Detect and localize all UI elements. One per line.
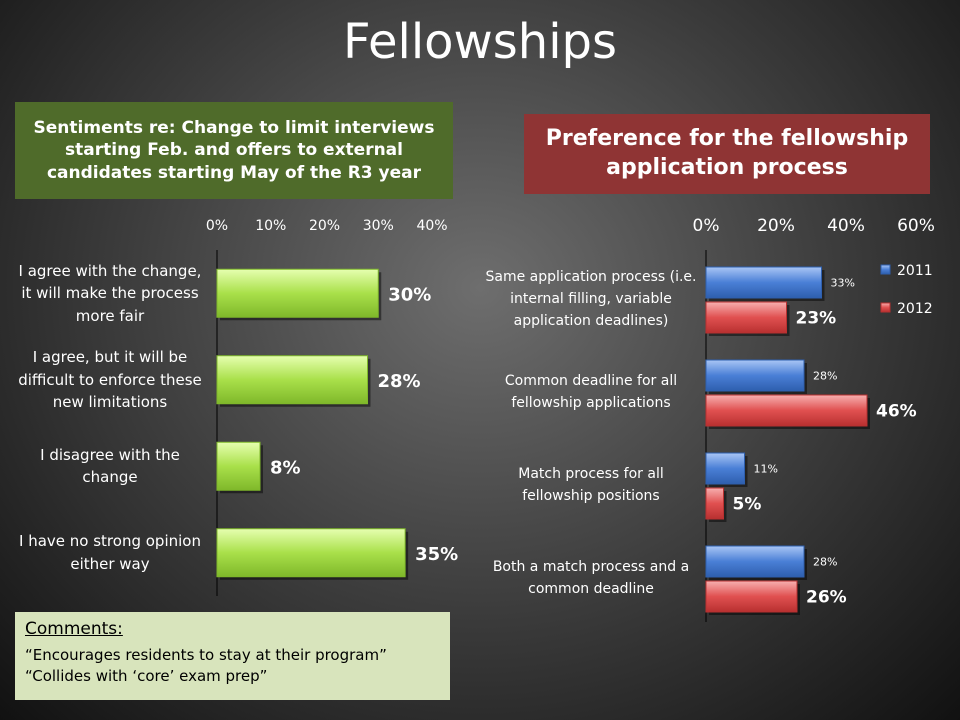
right-data-label: 26% (806, 588, 847, 608)
right-data-label: 23% (796, 309, 837, 329)
left-tick-label: 10% (255, 218, 286, 234)
right-tick-label: 0% (693, 216, 720, 236)
legend-swatch-2012 (880, 302, 891, 313)
left-tick-label: 20% (309, 218, 340, 234)
comment-line: “Encourages residents to stay at their p… (25, 645, 387, 664)
left-tick-label: 30% (363, 218, 394, 234)
left-tick-label: 0% (206, 218, 228, 234)
right-data-label: 5% (733, 495, 762, 515)
left-tick-label: 40% (416, 218, 447, 234)
legend-label: 2012 (897, 301, 933, 317)
legend-label: 2011 (897, 263, 933, 279)
comment-line: “Collides with ‘core’ exam prep” (25, 666, 268, 685)
right-category-label: Same application process (i.e. internal … (485, 269, 697, 329)
left-bar (216, 528, 406, 578)
right-bar-2012 (705, 487, 724, 520)
left-chart: 0% 10% 20% 30% 40% 30% 28% 8% 35% (206, 218, 458, 596)
left-category-label: I agree with the change, it will make th… (18, 261, 202, 325)
right-bar-2011 (705, 359, 805, 392)
right-chart-title: Preference for the fellowship applicatio… (524, 114, 930, 194)
right-data-label: 46% (876, 402, 917, 422)
right-category-label: Match process for all fellowship positio… (518, 466, 664, 504)
left-data-label: 28% (378, 371, 421, 392)
right-bar-2012 (705, 301, 787, 334)
right-bar-2011 (705, 452, 745, 485)
right-bar-2011 (705, 266, 822, 299)
left-category-label: I agree, but it will be difficult to enf… (18, 348, 202, 411)
right-chart: 0% 20% 40% 60% 33% 23% 28% 46% 11% 5% 28% 26% 2011 20… (693, 216, 935, 622)
right-tick-label: 20% (757, 216, 795, 236)
left-bar (216, 268, 379, 318)
right-bar-2011 (705, 545, 805, 578)
right-bar-2012 (705, 580, 798, 613)
right-data-label: 28% (813, 370, 837, 383)
left-data-label: 35% (415, 544, 458, 565)
right-tick-label: 60% (897, 216, 935, 236)
right-data-label: 28% (813, 556, 837, 569)
right-tick-label: 40% (827, 216, 865, 236)
left-bar (216, 441, 261, 491)
comments-box: Comments: “Encourages residents to stay … (15, 612, 450, 700)
left-data-label: 30% (388, 284, 431, 305)
comments-heading: Comments: (25, 619, 123, 639)
left-category-label: I have no strong opinion either way (19, 532, 201, 573)
left-bar (216, 355, 368, 405)
right-category-label: Common deadline for all fellowship appli… (504, 373, 678, 411)
legend-swatch-2011 (880, 264, 891, 275)
left-category-label: I disagree with the change (40, 445, 180, 487)
right-bar-2012 (705, 394, 868, 427)
right-category-label: Both a match process and a common deadli… (492, 559, 690, 597)
left-data-label: 8% (270, 457, 301, 478)
right-data-label: 33% (831, 277, 855, 290)
right-data-label: 11% (754, 463, 778, 476)
left-chart-title: Sentiments re: Change to limit interview… (15, 102, 453, 199)
page-title: Fellowships (342, 14, 618, 70)
